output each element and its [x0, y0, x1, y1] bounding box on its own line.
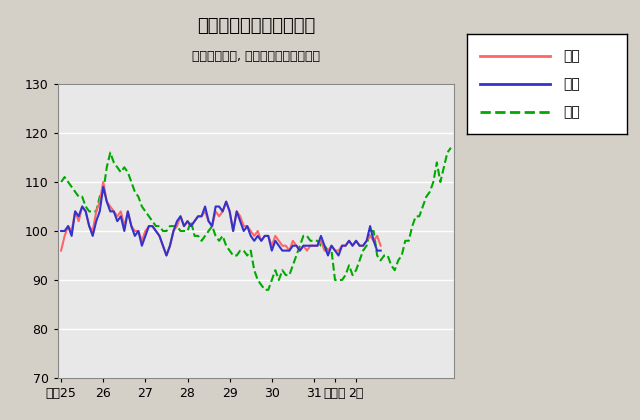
Line: 在庫: 在庫	[61, 148, 451, 290]
Text: （季節調整済, 平成２７年＝１００）: （季節調整済, 平成２７年＝１００）	[192, 50, 320, 63]
生産	[300, 243, 307, 248]
出荷	[377, 248, 385, 253]
出荷	[163, 253, 170, 258]
在庫	[447, 145, 455, 150]
在庫	[436, 179, 444, 184]
生産	[254, 228, 262, 234]
在庫	[342, 273, 349, 278]
在庫	[363, 243, 371, 248]
在庫	[261, 287, 269, 292]
Text: 在庫: 在庫	[563, 105, 580, 119]
在庫	[57, 179, 65, 184]
出荷	[99, 184, 107, 189]
生産	[317, 238, 325, 243]
出荷	[314, 243, 321, 248]
出荷	[321, 243, 328, 248]
Line: 出荷: 出荷	[61, 187, 381, 255]
生産	[57, 248, 65, 253]
Text: 生産: 生産	[563, 49, 580, 63]
生産	[331, 248, 339, 253]
在庫	[278, 268, 286, 273]
Line: 生産: 生産	[61, 182, 381, 255]
生産	[163, 253, 170, 258]
在庫	[324, 248, 332, 253]
生産	[314, 243, 321, 248]
在庫	[194, 234, 202, 239]
出荷	[331, 248, 339, 253]
出荷	[317, 234, 325, 239]
生産	[377, 243, 385, 248]
出荷	[254, 234, 262, 239]
生産	[321, 248, 328, 253]
出荷	[57, 228, 65, 234]
Text: 出荷: 出荷	[563, 77, 580, 91]
生産	[99, 179, 107, 184]
出荷	[300, 243, 307, 248]
Text: 鸟取県鉱工業指数の推移: 鸟取県鉱工業指数の推移	[197, 17, 315, 35]
